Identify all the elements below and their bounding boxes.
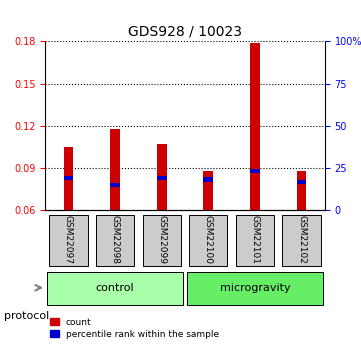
Text: control: control [96, 283, 134, 293]
Text: GSM22101: GSM22101 [251, 215, 260, 264]
FancyBboxPatch shape [49, 215, 88, 266]
Text: microgravity: microgravity [219, 283, 290, 293]
Bar [297, 171, 306, 210]
Bar [64, 176, 73, 180]
Bar [110, 129, 120, 210]
Bar [204, 177, 213, 181]
Text: GSM22097: GSM22097 [64, 215, 73, 264]
Bar [250, 169, 260, 173]
Bar [157, 176, 166, 180]
Text: GSM22100: GSM22100 [204, 215, 213, 264]
FancyBboxPatch shape [189, 215, 227, 266]
FancyBboxPatch shape [96, 215, 134, 266]
Title: GDS928 / 10023: GDS928 / 10023 [128, 25, 242, 39]
Bar [157, 144, 166, 210]
Bar [250, 43, 260, 210]
FancyBboxPatch shape [47, 272, 183, 305]
FancyBboxPatch shape [236, 215, 274, 266]
FancyBboxPatch shape [143, 215, 181, 266]
Text: GSM22098: GSM22098 [110, 215, 119, 264]
Text: GSM22102: GSM22102 [297, 215, 306, 264]
Legend: count, percentile rank within the sample: count, percentile rank within the sample [48, 316, 221, 341]
Bar [297, 180, 306, 184]
Text: GSM22099: GSM22099 [157, 215, 166, 264]
Bar [64, 147, 73, 210]
Bar [110, 183, 120, 187]
Text: protocol: protocol [4, 311, 49, 321]
FancyBboxPatch shape [187, 272, 323, 305]
FancyBboxPatch shape [282, 215, 321, 266]
Bar [204, 171, 213, 210]
